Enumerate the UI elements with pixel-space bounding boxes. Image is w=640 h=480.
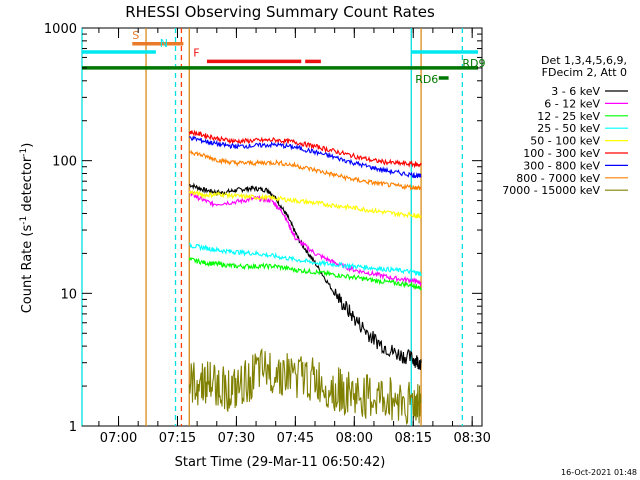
x-tick-label-1: 07:15 — [159, 431, 196, 446]
vertical-markers — [81, 28, 464, 426]
legend-label-3: 25 - 50 keV — [537, 122, 600, 135]
y-axis-label-end: ) — [20, 143, 35, 148]
series-line-5 — [188, 129, 422, 169]
x-tick-label-4: 08:00 — [336, 431, 373, 446]
legend-label-7: 800 - 7000 keV — [516, 172, 600, 185]
y-axis-label: Count Rate (s-1 detector-1) — [19, 143, 35, 314]
series-line-0 — [189, 182, 422, 371]
y-tick-label-1: 10 — [60, 287, 77, 302]
legend-label-8: 7000 - 15000 keV — [502, 184, 600, 197]
y-tick-label-2: 100 — [52, 155, 77, 170]
y-tick-label-0: 1 — [69, 420, 77, 435]
flag-label-rd6: RD6 — [415, 73, 438, 86]
flag-label-rd9: RD9 — [462, 57, 485, 70]
footer-timestamp: 16-Oct-2021 01:48 — [561, 468, 637, 477]
series-line-4 — [188, 189, 422, 219]
x-tick-label-0: 07:00 — [100, 431, 137, 446]
x-tick-label-3: 07:45 — [277, 431, 314, 446]
flag-label-n: N — [160, 37, 168, 50]
chart-title: RHESSI Observing Summary Count Rates — [125, 3, 435, 21]
y-axis-label-sup1: -1 — [19, 216, 29, 225]
x-tick-label-6: 08:30 — [453, 431, 490, 446]
series-line-8 — [188, 347, 422, 426]
legend-header-0: Det 1,3,4,5,6,9, — [541, 54, 627, 67]
plot-frame — [81, 27, 483, 427]
legend-header-1: FDecim 2, Att 0 — [542, 66, 627, 79]
series-line-1 — [188, 190, 422, 288]
legend-label-0: 3 - 6 keV — [551, 85, 600, 98]
flag-bars: S N F RD9 RD6 — [82, 29, 485, 86]
flag-label-s: S — [132, 29, 139, 42]
y-tick-label-3: 1000 — [44, 22, 77, 37]
axes: 07:00 07:15 07:30 07:45 08:00 08:15 08:30 1 10 10… — [44, 22, 491, 446]
legend-label-6: 300 - 800 keV — [523, 159, 600, 172]
legend-label-4: 50 - 100 keV — [530, 135, 600, 148]
series-line-7 — [188, 149, 422, 191]
legend: Det 1,3,4,5,6,9,FDecim 2, Att 0 3 - 6 keV… — [502, 54, 628, 197]
x-tick-label-2: 07:30 — [218, 431, 255, 446]
x-axis-label: Start Time (29-Mar-11 06:50:42) — [175, 455, 386, 470]
x-tick-label-5: 08:15 — [395, 431, 432, 446]
series-lines — [188, 129, 422, 426]
series-line-3 — [189, 242, 422, 277]
plot-border — [81, 27, 483, 427]
y-axis-label-sup2: -1 — [19, 148, 29, 157]
series-line-2 — [188, 257, 422, 291]
y-axis-label-mid: detector — [20, 156, 35, 216]
legend-label-1: 6 - 12 keV — [544, 97, 600, 110]
series-line-6 — [188, 136, 422, 179]
flag-label-f: F — [193, 46, 199, 59]
legend-label-5: 100 - 300 keV — [523, 147, 600, 160]
y-axis-label-main: Count Rate (s — [20, 225, 35, 314]
legend-label-2: 12 - 25 keV — [537, 110, 600, 123]
